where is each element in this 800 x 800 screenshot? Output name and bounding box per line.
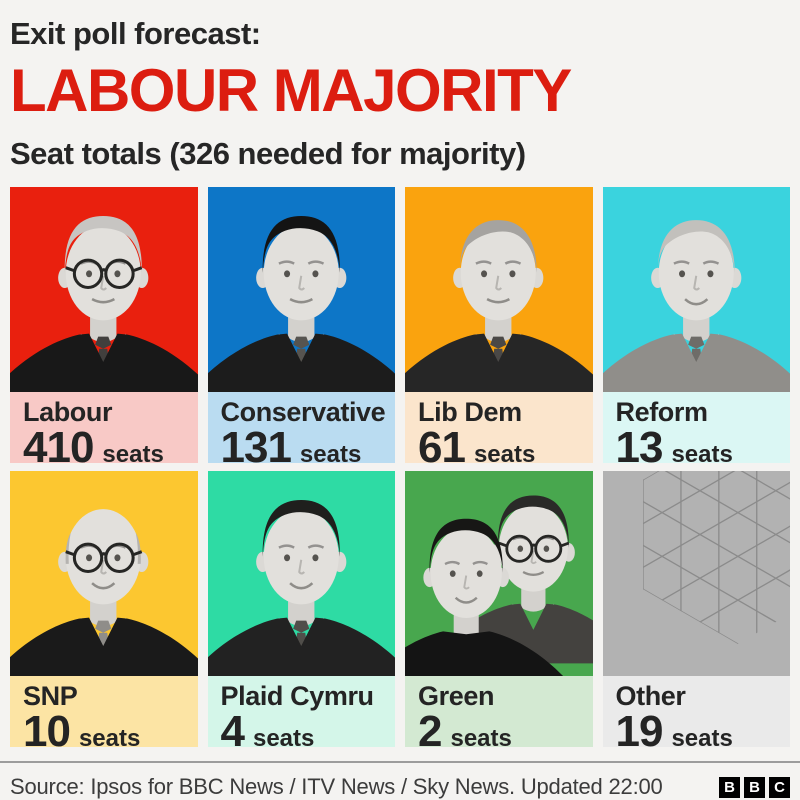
seat-count: 4	[220, 707, 246, 757]
seat-count: 131	[220, 423, 292, 473]
seat-unit: seats	[299, 441, 362, 469]
kicker-text: Exit poll forecast:	[10, 16, 261, 51]
plaid-leader-photo	[207, 471, 395, 677]
party-name: Other	[615, 681, 686, 712]
party-card-libdem: Lib Dem 61 seats	[405, 187, 593, 470]
bbc-logo-block: B	[719, 776, 740, 798]
exit-poll-graphic: Exit poll forecast: LABOUR MAJORITY Seat…	[10, 16, 790, 754]
green-label: Green 2 seats	[405, 676, 593, 754]
seat-unit: seats	[252, 725, 315, 753]
labour-leader-photo	[10, 187, 198, 393]
conservative-leader-photo	[207, 187, 395, 393]
seat-count: 10	[23, 707, 71, 757]
party-card-other: Other 19 seats	[602, 471, 790, 754]
seat-count: 13	[615, 423, 664, 473]
snp-label: SNP 10 seats	[10, 676, 198, 754]
source-text: Source: Ipsos for BBC News / ITV News / …	[10, 774, 663, 800]
libdem-leader-photo	[405, 187, 593, 393]
reform-label: Reform 13 seats	[602, 392, 790, 470]
party-card-labour: Labour 410 seats	[10, 187, 198, 470]
party-grid: Labour 410 seats Conservative 131 seats …	[10, 187, 790, 754]
subtitle: Seat totals (326 needed for majority)	[10, 136, 526, 172]
labour-label: Labour 410 seats	[10, 392, 198, 470]
bbc-logo: B B C	[719, 776, 790, 798]
reform-leader-photo	[602, 187, 790, 393]
other-parties-pattern	[602, 471, 790, 677]
seat-count: 61	[418, 423, 466, 473]
bbc-logo-block: C	[769, 776, 790, 798]
conservative-label: Conservative 131 seats	[207, 392, 395, 470]
party-card-conservative: Conservative 131 seats	[207, 187, 395, 470]
snp-leader-photo	[10, 471, 198, 677]
seat-unit: seats	[450, 725, 512, 753]
party-name: Conservative	[220, 397, 386, 428]
seat-count: 410	[23, 423, 94, 473]
party-name: Reform	[615, 397, 709, 428]
party-name: SNP	[23, 681, 78, 712]
bbc-logo-block: B	[744, 776, 765, 798]
seat-unit: seats	[671, 441, 733, 469]
party-name: Plaid Cymru	[220, 681, 375, 712]
plaid-label: Plaid Cymru 4 seats	[207, 676, 395, 754]
party-name: Lib Dem	[418, 397, 522, 428]
seat-unit: seats	[473, 441, 536, 469]
seat-count: 2	[418, 707, 443, 757]
seat-unit: seats	[102, 441, 164, 469]
green-leaders-photo	[405, 471, 593, 677]
party-card-snp: SNP 10 seats	[10, 471, 198, 754]
party-name: Green	[418, 681, 495, 712]
seat-unit: seats	[671, 725, 733, 753]
party-card-reform: Reform 13 seats	[602, 187, 790, 470]
footer: Source: Ipsos for BBC News / ITV News / …	[0, 761, 800, 800]
other-label: Other 19 seats	[602, 676, 790, 754]
libdem-label: Lib Dem 61 seats	[405, 392, 593, 470]
party-card-green: Green 2 seats	[405, 471, 593, 754]
party-name: Labour	[23, 397, 113, 428]
seat-unit: seats	[78, 725, 141, 753]
headline: LABOUR MAJORITY	[10, 57, 572, 124]
party-card-plaid: Plaid Cymru 4 seats	[207, 471, 395, 754]
seat-count: 19	[615, 707, 664, 757]
